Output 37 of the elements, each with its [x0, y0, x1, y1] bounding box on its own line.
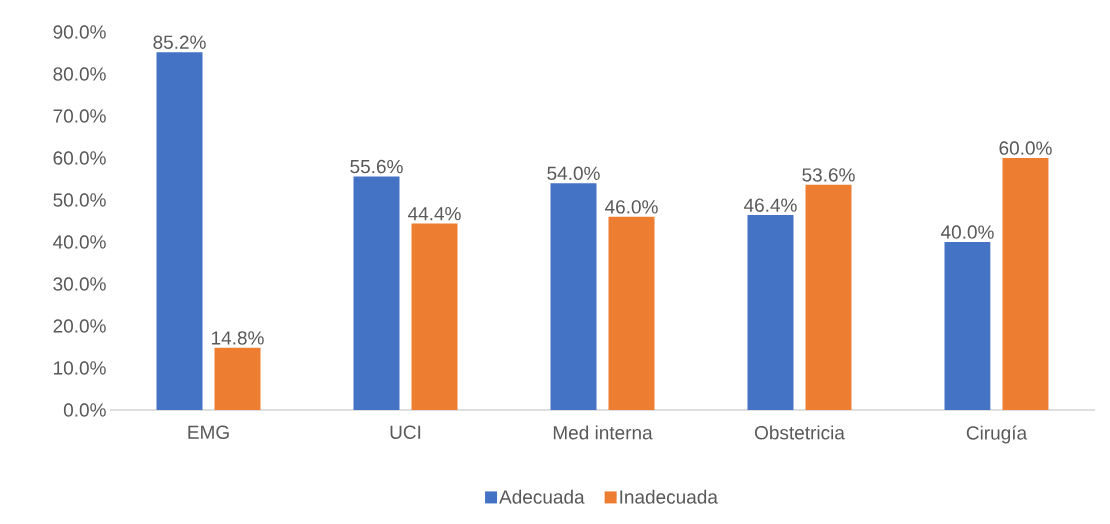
- y-tick-label: 60.0%: [53, 151, 106, 165]
- data-label: 54.0%: [547, 166, 600, 180]
- bar: [944, 241, 991, 410]
- y-tick-label: 50.0%: [53, 193, 106, 207]
- data-label: 55.6%: [350, 159, 403, 174]
- data-label: 85.2%: [153, 35, 206, 49]
- x-tick-label: Med interna: [553, 425, 653, 440]
- data-label: 44.4%: [408, 207, 461, 221]
- y-tick-label: 90.0%: [53, 25, 106, 39]
- x-tick-label: EMG: [188, 425, 229, 439]
- bar: [805, 184, 852, 410]
- bar: [550, 183, 597, 410]
- y-tick-label: 30.0%: [53, 277, 106, 291]
- legend-label: Adecuada: [499, 489, 585, 504]
- bar: [353, 176, 400, 410]
- x-tick-label: Cirugía: [966, 425, 1028, 444]
- data-label: 40.0%: [941, 225, 994, 239]
- x-tick-label: Obstetricia: [754, 425, 845, 440]
- x-tick-label: UCI: [390, 425, 421, 439]
- y-tick-label: 0.0%: [63, 403, 106, 417]
- bar: [214, 347, 261, 410]
- y-tick-label: 20.0%: [53, 319, 106, 333]
- data-label: 46.4%: [744, 198, 797, 212]
- bar: [411, 223, 458, 410]
- y-tick-label: 10.0%: [54, 361, 106, 375]
- bar: [747, 215, 794, 410]
- legend-label: Inadecuada: [620, 489, 718, 504]
- bar: [1002, 157, 1049, 410]
- y-tick-label: 70.0%: [53, 109, 106, 123]
- y-tick-label: 40.0%: [53, 235, 106, 249]
- bar: [608, 216, 655, 410]
- data-label: 60.0%: [999, 141, 1052, 155]
- y-tick-label: 80.0%: [53, 67, 106, 81]
- data-label: 46.0%: [605, 200, 658, 214]
- bar: [156, 52, 203, 410]
- data-label: 14.8%: [212, 331, 264, 345]
- data-label: 53.6%: [802, 168, 855, 182]
